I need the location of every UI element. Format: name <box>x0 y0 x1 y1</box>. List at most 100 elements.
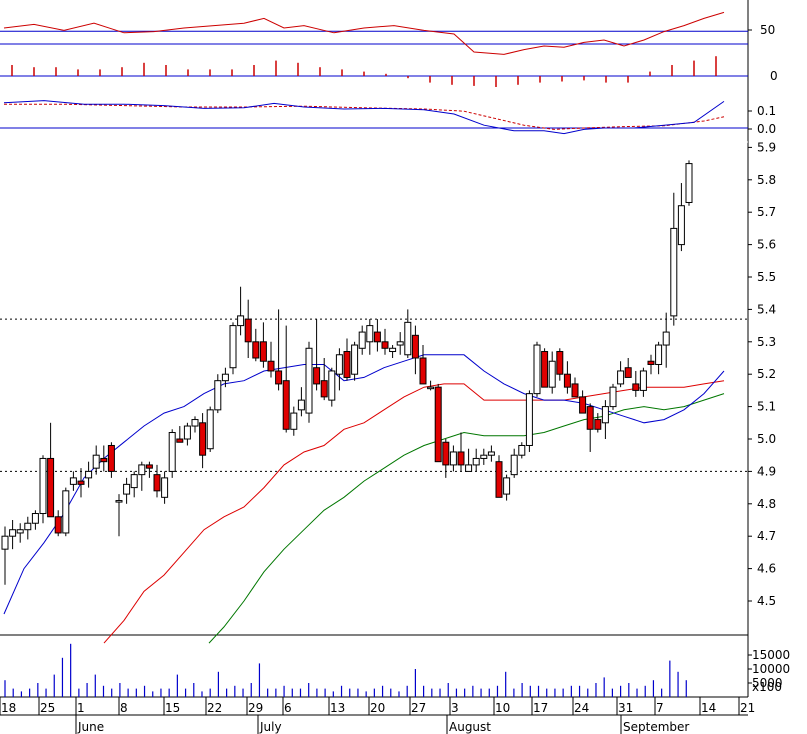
candle-body <box>351 344 359 375</box>
candle <box>168 429 176 478</box>
candle <box>677 183 685 252</box>
candle-body <box>670 227 678 317</box>
candle-body <box>214 380 222 411</box>
candle-body <box>100 457 108 463</box>
candle-body <box>1 535 9 550</box>
candle-body <box>305 347 313 414</box>
candle <box>24 516 32 540</box>
x-tick-label: 18 <box>1 701 16 715</box>
candle <box>533 341 541 397</box>
candle-body <box>533 344 541 395</box>
candle <box>1 526 9 585</box>
x-tick-label: 20 <box>370 701 385 715</box>
candle-body <box>617 370 625 385</box>
price-tick-label: 5.4 <box>757 302 776 316</box>
candle-body <box>662 331 670 346</box>
candle-body <box>161 477 169 498</box>
candle <box>297 387 305 417</box>
candle <box>282 325 290 433</box>
price-tick-label: 5.9 <box>757 140 776 154</box>
candle <box>427 380 435 391</box>
candle <box>541 348 549 388</box>
candle-body <box>313 367 321 385</box>
x-tick-label: 31 <box>618 701 633 715</box>
price-tick-label: 5.5 <box>757 270 776 284</box>
candle <box>465 448 473 472</box>
candle-body <box>191 419 199 427</box>
candle <box>191 416 199 433</box>
candle-body <box>47 457 55 518</box>
candle <box>85 461 93 488</box>
candle <box>313 319 321 391</box>
candle <box>548 351 556 394</box>
candle-body <box>343 351 351 378</box>
candle-body <box>563 373 571 388</box>
price-tick-label: 5.0 <box>757 432 776 446</box>
candle-body <box>320 380 328 398</box>
candle <box>183 422 191 446</box>
candle <box>161 471 169 504</box>
candle <box>571 377 579 398</box>
candle-body <box>472 457 480 466</box>
candle <box>662 312 670 368</box>
candle <box>411 325 419 375</box>
candle-body <box>389 347 397 353</box>
month-label: August <box>449 720 491 734</box>
candle-body <box>381 341 389 349</box>
candle <box>176 426 184 443</box>
candle <box>472 448 480 472</box>
candle-body <box>487 451 495 456</box>
candle <box>617 361 625 388</box>
candle <box>199 413 207 469</box>
candle-body <box>556 351 564 375</box>
candle <box>9 520 17 550</box>
candle <box>54 510 62 537</box>
candle-body <box>62 490 70 534</box>
candle-body <box>206 409 214 450</box>
candle <box>206 406 214 452</box>
candle-body <box>115 500 123 503</box>
candle <box>115 494 123 537</box>
candle <box>69 471 77 491</box>
candle-body <box>480 454 488 459</box>
candle-body <box>24 522 32 531</box>
x-tick-label: 24 <box>574 701 589 715</box>
x-tick-label: 22 <box>207 701 222 715</box>
candle <box>601 400 609 439</box>
candle-body <box>594 419 602 430</box>
candle-body <box>297 399 305 411</box>
price-tick-label: 4.9 <box>757 464 776 478</box>
price-tick-label: 5.1 <box>757 400 776 414</box>
candle-body <box>54 516 62 534</box>
candle <box>328 367 336 407</box>
candle-body <box>85 470 93 479</box>
candle-body <box>404 321 412 356</box>
price-tick-label: 4.8 <box>757 497 776 511</box>
candle-body <box>609 386 617 408</box>
candle <box>373 319 381 352</box>
macd-line <box>3 100 725 135</box>
x-tick-label: 13 <box>330 701 345 715</box>
candle <box>510 448 518 478</box>
candle <box>518 442 526 459</box>
candle <box>123 477 131 504</box>
candle <box>92 445 100 475</box>
candle-body <box>275 370 283 385</box>
candle-body <box>419 357 427 385</box>
volume-tick-label: 15000 <box>752 648 790 662</box>
candle-body <box>503 477 511 495</box>
candle-body <box>39 457 47 515</box>
candle-body <box>579 396 587 414</box>
candle <box>442 439 450 478</box>
candle-body <box>647 360 655 365</box>
candle-body <box>358 331 366 349</box>
price-tick-label: 5.2 <box>757 367 776 381</box>
candle-body <box>130 474 138 489</box>
volume-unit-label: x100 <box>752 680 782 694</box>
candle <box>267 341 275 378</box>
candle-body <box>153 474 161 492</box>
candle <box>525 390 533 452</box>
candle <box>647 354 655 375</box>
